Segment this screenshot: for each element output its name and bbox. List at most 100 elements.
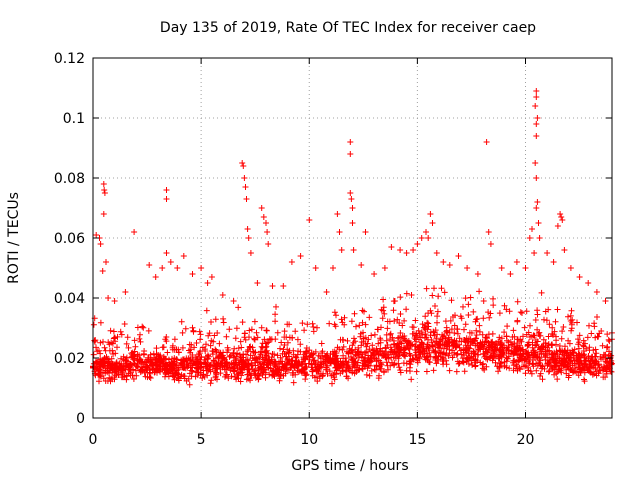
data-point [97,241,104,247]
data-point [105,295,112,301]
data-point [533,205,540,211]
data-point [558,214,565,220]
data-point [230,298,237,304]
data-point [189,271,196,277]
data-point [425,235,432,241]
data-point [362,229,369,235]
data-point [388,244,395,250]
data-point [433,250,440,256]
data-point [529,226,535,232]
data-point [403,250,410,256]
data-point [485,229,492,235]
data-point [349,205,356,211]
data-point [559,217,566,223]
data-point [440,259,447,265]
data-point [269,283,276,289]
data-point [350,247,357,253]
data-point [507,271,514,277]
y-tick-label: 0.1 [63,111,85,127]
data-point [532,103,539,109]
data-point [498,265,505,271]
data-point [535,220,542,226]
data-point [260,214,267,220]
data-point [561,247,568,253]
y-tick-label: 0.02 [54,351,85,367]
y-axis-label: ROTI / TECUs [6,192,22,284]
data-point [100,181,107,187]
data-point [180,253,187,259]
data-point [557,211,564,217]
data-point [247,250,254,256]
data-point [532,160,539,166]
x-tick-label: 5 [197,432,206,448]
data-point [146,262,153,268]
data-point [602,298,609,304]
data-point [103,259,109,265]
data-point [93,232,100,238]
data-point [243,196,250,202]
data-point [263,220,269,226]
data-point [429,220,436,226]
data-point [533,121,540,127]
data-point [533,94,540,100]
data-point [423,229,429,235]
data-point [534,115,541,121]
data-point [280,283,287,289]
data-point [101,187,108,193]
data-point [265,241,272,247]
data-point [487,241,494,247]
data-point [306,217,313,223]
data-point [330,265,336,271]
data-point [174,265,181,271]
data-point [198,265,205,271]
data-point [347,190,354,196]
data-point [244,226,251,232]
data-point [513,259,520,265]
data-point [522,265,529,271]
data-point [397,247,404,253]
y-tick-label: 0.08 [54,171,85,187]
data-point [347,139,354,145]
data-point [585,280,592,286]
data-point [288,259,295,265]
data-point [533,133,540,139]
data-point [219,292,226,298]
data-point [414,241,421,247]
data-point [131,229,138,235]
data-point-cloud [90,285,615,388]
data-point [533,175,540,181]
data-point [347,151,354,157]
data-point [536,235,543,241]
data-point [550,259,557,265]
data-point [122,289,129,295]
data-point [464,265,471,271]
data-point [418,235,425,241]
axes: 0 5 10 15 20 0 0.02 0.04 0.06 0.08 0.1 0.12 [54,51,613,448]
data-point [544,250,551,256]
data-point [567,265,574,271]
data-point [410,247,417,253]
data-point [371,271,378,277]
data-point [297,253,304,259]
data-point [576,274,583,280]
data-point [533,88,540,94]
data-point [163,250,170,256]
y-tick-label: 0.04 [54,291,85,307]
data-point [455,253,462,259]
x-tick-label: 20 [517,432,535,448]
data-point [526,235,533,241]
data-point [100,211,107,217]
data-point [348,196,355,202]
data-point [593,289,600,295]
data-point [264,229,271,235]
data-point [254,280,261,286]
data-point [336,229,343,235]
data-point [358,262,365,268]
data-point [474,271,481,277]
data-point [163,196,170,202]
data-point [152,274,159,280]
y-tick-label: 0.12 [54,51,85,67]
data-points [90,88,615,388]
data-point [483,139,490,145]
